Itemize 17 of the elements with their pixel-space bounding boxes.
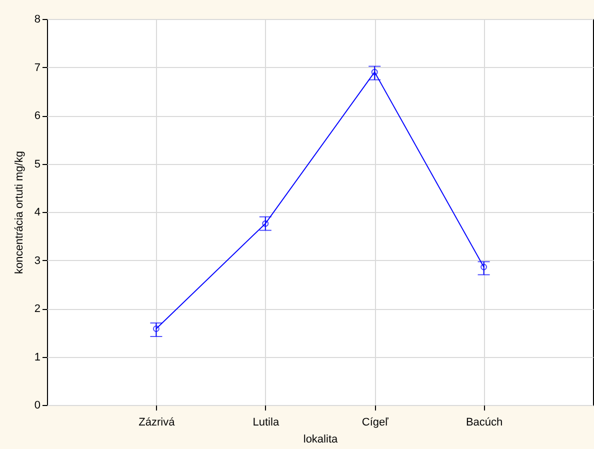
y-axis-title: koncentrácia ortuti mg/kg (13, 151, 26, 274)
x-tick-label: Bacúch (466, 416, 503, 428)
x-tick-label: Lutila (252, 416, 280, 428)
y-tick-label: 4 (34, 206, 40, 218)
x-tick-label: Cígeľ (362, 416, 390, 428)
x-tick-label: Zázrivá (138, 416, 176, 428)
y-tick-label: 7 (34, 62, 40, 74)
point (262, 220, 269, 227)
y-tick-label: 3 (34, 254, 40, 267)
y-tick-label: 1 (34, 351, 40, 364)
y-tick-label: 5 (34, 158, 40, 170)
y-tick-label: 0 (34, 400, 40, 412)
x-axis-title: lokalita (303, 434, 338, 446)
y-tick-label: 8 (34, 14, 40, 26)
y-tick-label: 6 (34, 110, 40, 122)
point (371, 68, 378, 76)
y-tick-label: 2 (34, 303, 40, 315)
